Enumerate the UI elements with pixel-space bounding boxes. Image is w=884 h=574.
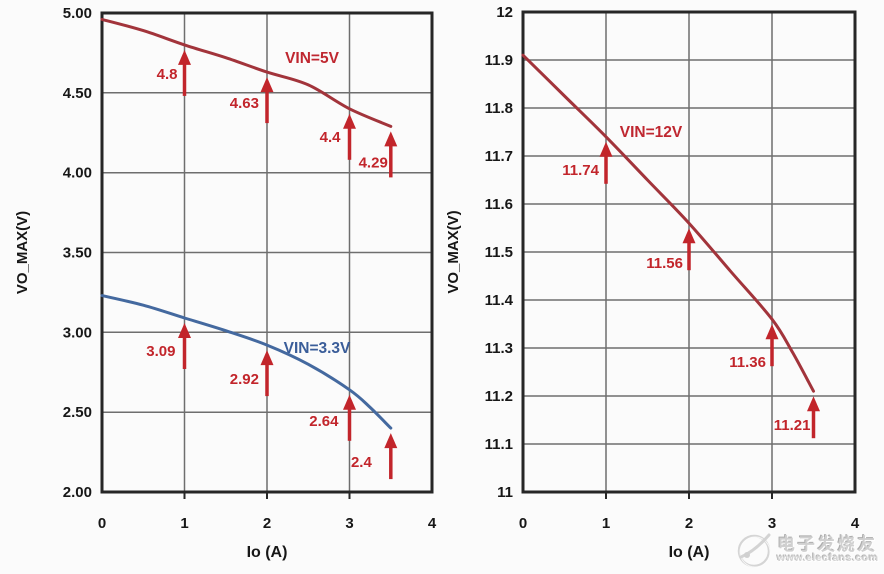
y-tick-label: 2.00 (63, 484, 92, 501)
annotation-label: 2.64 (309, 413, 339, 430)
curve-vin-12v (521, 53, 815, 393)
y-tick-label: 3.50 (63, 245, 92, 262)
x-tick-label: 1 (180, 515, 188, 532)
annotation-label: 3.09 (146, 343, 175, 360)
annotation-arrow-head (343, 394, 356, 410)
y-tick-label: 12 (496, 4, 513, 21)
y-tick-label: 3.00 (63, 324, 92, 341)
y-tick-label: 11.4 (485, 292, 514, 309)
y-tick-label: 5.00 (63, 5, 92, 22)
annotation-label: 11.21 (774, 417, 811, 434)
x-tick-label: 0 (98, 515, 106, 532)
y-axis-title: VO_MAX(V) (445, 210, 462, 293)
annotation-arrow-head (384, 433, 398, 449)
y-axis-title: VO_MAX(V) (14, 211, 31, 294)
series-label-vin-12v: VIN=12V (620, 124, 683, 141)
annotation-arrow-head (343, 113, 356, 129)
annotation-arrow-head (260, 77, 274, 93)
annotation-arrow-head (178, 323, 191, 338)
y-tick-label: 11.7 (485, 148, 513, 165)
annotation-label: 11.56 (646, 255, 683, 272)
x-tick-label: 3 (345, 515, 353, 532)
annotation-label: 2.92 (230, 371, 259, 388)
y-tick-label: 11.1 (485, 436, 513, 453)
annotation-arrow-head (807, 396, 820, 412)
y-tick-label: 4.50 (63, 85, 92, 102)
annotation-arrow-head (599, 141, 613, 157)
x-tick-label: 4 (428, 515, 437, 532)
x-tick-label: 2 (685, 515, 693, 532)
series-label-vin-5v: VIN=5V (285, 50, 340, 67)
y-tick-label: 4.00 (63, 165, 92, 182)
y-tick-label: 11.2 (485, 388, 513, 405)
x-tick-label: 0 (519, 515, 527, 532)
x-axis-title: Io (A) (669, 544, 710, 561)
annotation-arrow-head (682, 228, 696, 244)
annotation-label: 11.36 (729, 354, 766, 371)
annotation-arrow-head (178, 49, 191, 65)
curve-vin-5v (100, 17, 393, 128)
x-tick-label: 1 (602, 515, 610, 532)
x-tick-label: 3 (768, 515, 776, 532)
x-axis-title: Io (A) (247, 544, 288, 561)
annotation-arrow-head (260, 350, 274, 366)
y-tick-label: 11.6 (485, 196, 513, 213)
annotation-label: 4.4 (320, 129, 342, 146)
x-tick-label: 2 (263, 515, 271, 532)
y-tick-label: 11.8 (485, 100, 513, 117)
annotation-label: 4.8 (157, 66, 178, 83)
annotation-arrow-head (765, 324, 779, 340)
annotation-label: 2.4 (351, 454, 373, 471)
x-tick-label: 4 (851, 515, 860, 532)
annotation-label: 4.63 (230, 95, 259, 112)
y-tick-label: 11.3 (485, 340, 513, 357)
curve-vin-3-3v (100, 294, 393, 430)
chart-left: 5.00 4.50 4.00 3.50 3.00 2.50 2.00 0 1 2 3 4 Io (A) V… (14, 5, 437, 561)
chart-right: 1211.911.811.711.611.511.411.311.211.111… (445, 4, 860, 561)
y-tick-label: 2.50 (63, 404, 92, 421)
plot-border (521, 10, 857, 494)
annotation-label: 4.29 (359, 154, 388, 171)
annotation-arrow-head (384, 131, 398, 147)
plot-border (100, 11, 434, 494)
y-tick-label: 11.5 (485, 244, 513, 261)
y-tick-label: 11 (497, 484, 513, 501)
series-label-vin-3-3v: VIN=3.3V (284, 340, 351, 357)
y-tick-label: 11.9 (485, 52, 513, 69)
annotation-label: 11.74 (562, 162, 599, 179)
